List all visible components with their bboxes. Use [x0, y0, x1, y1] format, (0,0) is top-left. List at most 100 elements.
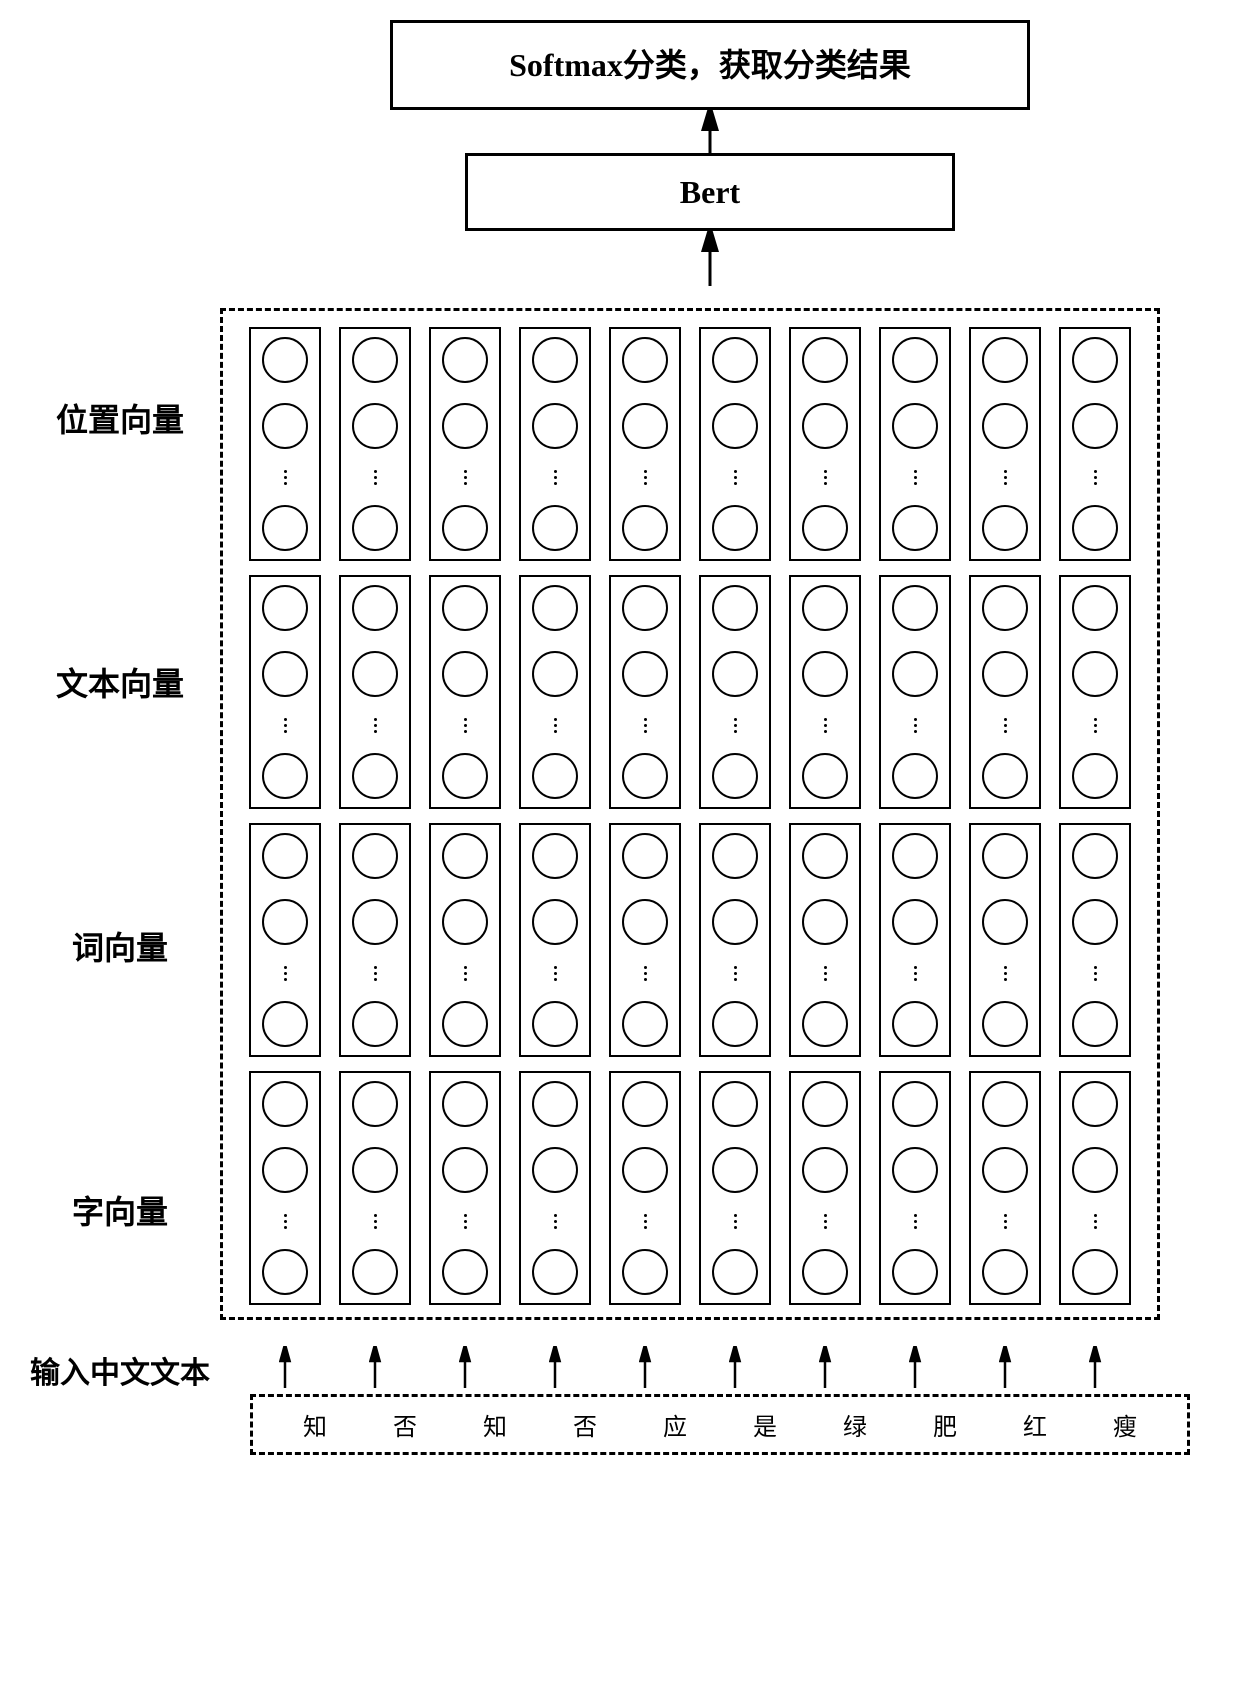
row-label-text: 文本向量 [20, 550, 220, 814]
input-row: 输入中文文本 [20, 1348, 1220, 1392]
vector-dim-circle [982, 505, 1028, 551]
vector-dim-circle [802, 1081, 848, 1127]
vector-dim-circle [532, 833, 578, 879]
vector-dim-circle [352, 337, 398, 383]
vector-cell [969, 823, 1041, 1057]
vector-dim-circle [712, 833, 758, 879]
ellipsis-icon [914, 1214, 917, 1229]
ellipsis-icon [284, 470, 287, 485]
vector-dim-circle [262, 833, 308, 879]
ellipsis-icon [1094, 966, 1097, 981]
vector-dim-circle [352, 1081, 398, 1127]
vector-dim-circle [892, 651, 938, 697]
vector-cell [609, 327, 681, 561]
vector-dim-circle [982, 753, 1028, 799]
vector-dim-circle [1072, 1001, 1118, 1047]
vector-dim-circle [532, 1081, 578, 1127]
vector-cell [429, 1071, 501, 1305]
vector-dim-circle [802, 505, 848, 551]
ellipsis-icon [1094, 470, 1097, 485]
vector-dim-circle [802, 899, 848, 945]
input-char: 肥 [909, 1407, 981, 1442]
bert-box: Bert [465, 153, 955, 231]
vector-dim-circle [442, 1249, 488, 1295]
vector-dim-circle [352, 1249, 398, 1295]
input-label: 输入中文文本 [20, 1348, 220, 1392]
arrow-char-to-vector [339, 1346, 411, 1388]
vector-dim-circle [442, 585, 488, 631]
vector-dim-circle [442, 753, 488, 799]
vector-cell [609, 575, 681, 809]
vector-dim-circle [622, 1147, 668, 1193]
vector-cell [879, 823, 951, 1057]
vector-cell [789, 823, 861, 1057]
vector-dim-circle [802, 833, 848, 879]
vector-cell [249, 823, 321, 1057]
vector-dim-circle [622, 833, 668, 879]
vector-dim-circle [532, 1001, 578, 1047]
vector-dim-circle [1072, 337, 1118, 383]
vector-cell [879, 327, 951, 561]
vector-row [235, 1071, 1145, 1305]
vector-dim-circle [892, 1147, 938, 1193]
vector-dim-circle [1072, 833, 1118, 879]
vector-dim-circle [802, 753, 848, 799]
vector-dim-circle [352, 651, 398, 697]
vector-dim-circle [802, 585, 848, 631]
vector-dim-circle [622, 337, 668, 383]
vector-row [235, 327, 1145, 561]
vector-dim-circle [712, 505, 758, 551]
vector-dim-circle [982, 833, 1028, 879]
ellipsis-icon [644, 718, 647, 733]
vector-cell [429, 575, 501, 809]
vector-dim-circle [982, 1081, 1028, 1127]
ellipsis-icon [824, 470, 827, 485]
vector-dim-circle [622, 899, 668, 945]
input-chars-dashed-box: 知否知否应是绿肥红瘦 [250, 1394, 1190, 1455]
vector-cell [1059, 327, 1131, 561]
ellipsis-icon [554, 718, 557, 733]
vector-dim-circle [802, 337, 848, 383]
vector-dim-circle [982, 1147, 1028, 1193]
row-label-position: 位置向量 [20, 286, 220, 550]
vector-cell [519, 1071, 591, 1305]
vector-dim-circle [622, 1001, 668, 1047]
vector-dim-circle [712, 899, 758, 945]
vector-dim-circle [262, 1147, 308, 1193]
vector-cell [249, 327, 321, 561]
vector-cell [609, 1071, 681, 1305]
vector-dim-circle [262, 1249, 308, 1295]
vector-dim-circle [802, 1249, 848, 1295]
vector-cell [519, 575, 591, 809]
ellipsis-icon [464, 966, 467, 981]
vector-cell [879, 575, 951, 809]
vector-dim-circle [532, 753, 578, 799]
embedding-dashed-box [220, 308, 1160, 1320]
vector-dim-circle [262, 651, 308, 697]
vector-dim-circle [892, 833, 938, 879]
ellipsis-icon [1094, 718, 1097, 733]
arrow-char-to-vector [879, 1346, 951, 1388]
ellipsis-icon [644, 1214, 647, 1229]
vector-dim-circle [532, 337, 578, 383]
vector-dim-circle [262, 1001, 308, 1047]
ellipsis-icon [554, 470, 557, 485]
vector-dim-circle [1072, 1147, 1118, 1193]
vector-dim-circle [352, 899, 398, 945]
vector-dim-circle [982, 403, 1028, 449]
softmax-box: Softmax分类，获取分类结果 [390, 20, 1030, 110]
vector-dim-circle [712, 753, 758, 799]
ellipsis-icon [374, 966, 377, 981]
ellipsis-icon [554, 1214, 557, 1229]
ellipsis-icon [824, 1214, 827, 1229]
ellipsis-icon [554, 966, 557, 981]
ellipsis-icon [1004, 1214, 1007, 1229]
vector-dim-circle [622, 403, 668, 449]
vector-dim-circle [352, 403, 398, 449]
vector-cell [609, 823, 681, 1057]
ellipsis-icon [284, 718, 287, 733]
vector-cell [699, 823, 771, 1057]
vector-dim-circle [532, 1249, 578, 1295]
vector-dim-circle [712, 651, 758, 697]
arrow-bert-to-softmax [695, 110, 725, 153]
